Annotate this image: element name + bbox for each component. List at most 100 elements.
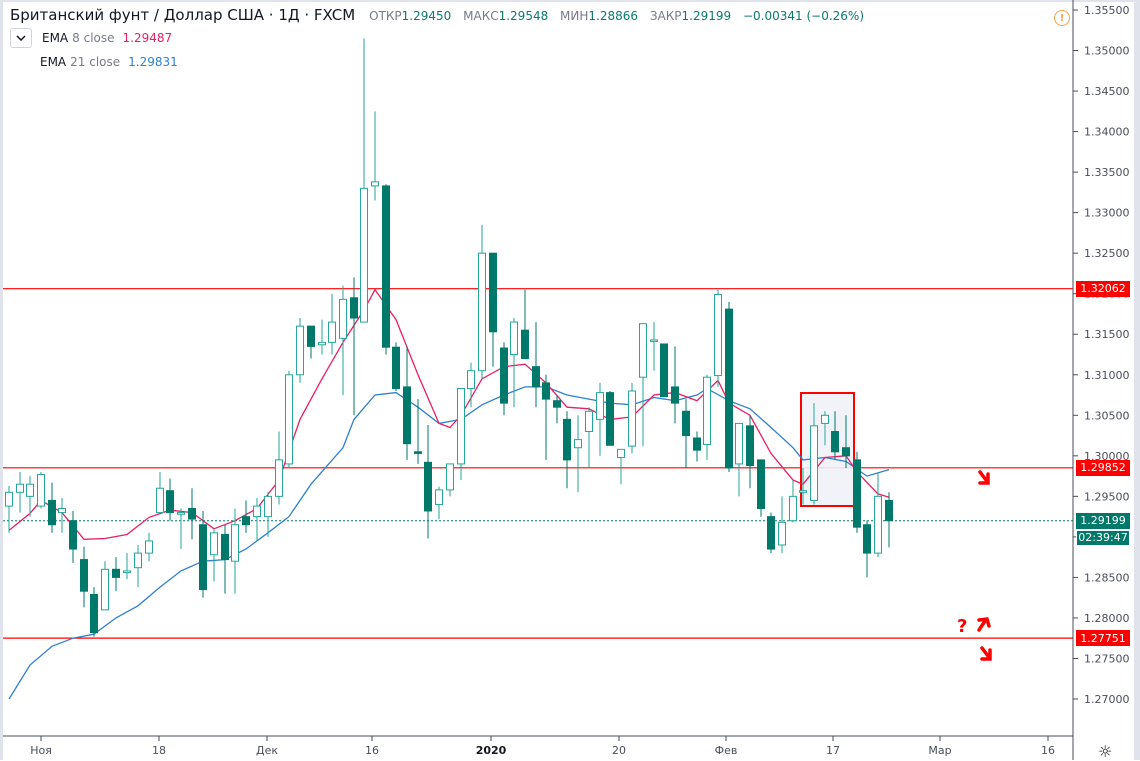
candle — [585, 407, 593, 468]
candle — [112, 557, 120, 592]
candle — [242, 500, 250, 533]
price-tick-label: 1.34500 — [1084, 85, 1130, 98]
price-tick-label: 1.35000 — [1084, 45, 1130, 58]
horizontal-levels[interactable] — [3, 288, 1073, 639]
candle — [617, 448, 625, 485]
candle — [275, 431, 283, 505]
time-tick-label: 2020 — [476, 744, 507, 757]
candle — [810, 403, 818, 505]
candle — [574, 415, 582, 493]
low-label: МИН — [560, 9, 589, 23]
indicator-ema8[interactable]: EMA 8 close 1.29487 — [10, 28, 872, 48]
candle — [285, 370, 293, 468]
price-tick-label: 1.35500 — [1084, 4, 1130, 17]
price-axis[interactable]: 1.35500 1.35000 1.34500 1.34000 1.33500 1.330… — [1073, 4, 1130, 706]
time-axis[interactable]: Ноя 18 Дек 16 2020 20 Фев 17 Мар 16 — [30, 736, 1055, 757]
low-value: 1.28866 — [588, 9, 639, 23]
indicator-params: 8 close — [72, 31, 115, 45]
candle — [350, 277, 358, 416]
candle — [553, 395, 561, 424]
candle — [563, 411, 571, 489]
candle — [863, 520, 871, 578]
time-tick-label: 16 — [1041, 744, 1055, 757]
indicator-name: EMA — [40, 55, 67, 69]
level-price-label: 1.29852 — [1076, 459, 1130, 476]
time-tick-label: Мар — [928, 744, 951, 757]
candle — [16, 472, 24, 513]
question-annotation: ? — [957, 616, 968, 637]
open-value: 1.29450 — [401, 9, 452, 23]
candle — [231, 508, 239, 594]
price-tick-label: 1.28000 — [1084, 612, 1130, 625]
candle — [37, 472, 45, 509]
candle — [80, 546, 88, 608]
candle — [831, 411, 839, 460]
arrow-down-right-icon — [980, 646, 992, 661]
open-label: ОТКР — [369, 9, 402, 23]
candle — [90, 587, 98, 637]
price-tick-label: 1.28500 — [1084, 571, 1130, 584]
candle — [339, 285, 347, 396]
right-border — [1134, 0, 1140, 760]
candle — [746, 415, 754, 489]
current-price-label: 1.29199 — [1076, 512, 1130, 529]
price-tick-label: 1.33000 — [1084, 207, 1130, 220]
candle — [156, 472, 164, 514]
candle — [693, 431, 701, 462]
warning-icon[interactable]: ! — [1054, 10, 1070, 26]
arrow-up-right-icon — [977, 617, 991, 632]
indicator-params: 21 close — [70, 55, 121, 69]
level-price-label: 1.27751 — [1076, 630, 1130, 647]
candle — [457, 388, 465, 481]
time-tick-label: Дек — [256, 744, 278, 757]
candle — [134, 544, 142, 588]
candle — [48, 482, 56, 533]
time-tick-label: 16 — [365, 744, 379, 757]
time-tick-label: Фев — [715, 744, 738, 757]
candle — [414, 399, 422, 464]
candle — [778, 496, 786, 554]
candle — [221, 524, 229, 594]
candle — [660, 343, 668, 398]
candle — [210, 528, 218, 582]
candle — [253, 497, 261, 541]
candle — [606, 390, 614, 446]
high-value: 1.29548 — [498, 9, 549, 23]
price-tick-label: 1.27500 — [1084, 652, 1130, 665]
candle — [725, 301, 733, 473]
price-tick-label: 1.27000 — [1084, 693, 1130, 706]
time-tick-label: Ноя — [30, 744, 52, 757]
candle — [542, 374, 550, 460]
indicator-ema21[interactable]: EMA 21 close 1.29831 — [40, 52, 872, 72]
candle — [735, 422, 743, 497]
candle — [145, 532, 153, 562]
indicator-value: 1.29831 — [128, 55, 178, 69]
chevron-down-icon — [16, 35, 26, 41]
candle — [101, 561, 109, 611]
collapse-indicators-button[interactable] — [10, 28, 32, 48]
candle — [789, 480, 797, 523]
ohlc-values: ОТКР1.29450 МАКС1.29548 МИН1.28866 ЗАКР1… — [369, 9, 872, 23]
candle — [596, 382, 604, 456]
price-tick-label: 1.31500 — [1084, 328, 1130, 341]
candle — [639, 323, 647, 447]
candle — [69, 510, 77, 563]
candle — [874, 472, 882, 558]
candle — [799, 467, 807, 505]
price-tick-label: 1.29500 — [1084, 490, 1130, 503]
symbol-title[interactable]: Британский фунт / Доллар США · 1Д · FXCM — [10, 6, 356, 24]
candle — [58, 497, 66, 533]
chart-legend: Британский фунт / Доллар США · 1Д · FXCM… — [10, 6, 872, 72]
candle — [757, 459, 765, 517]
price-tick-label: 1.34000 — [1084, 126, 1130, 139]
candle — [307, 325, 315, 359]
candle — [821, 411, 829, 446]
candle — [435, 486, 443, 520]
settings-gear-icon[interactable]: ☼ — [1098, 742, 1113, 761]
candle — [166, 478, 174, 521]
time-tick-label: 18 — [152, 744, 166, 757]
candle — [328, 293, 336, 355]
price-tick-label: 1.33500 — [1084, 166, 1130, 179]
candle — [5, 485, 13, 533]
